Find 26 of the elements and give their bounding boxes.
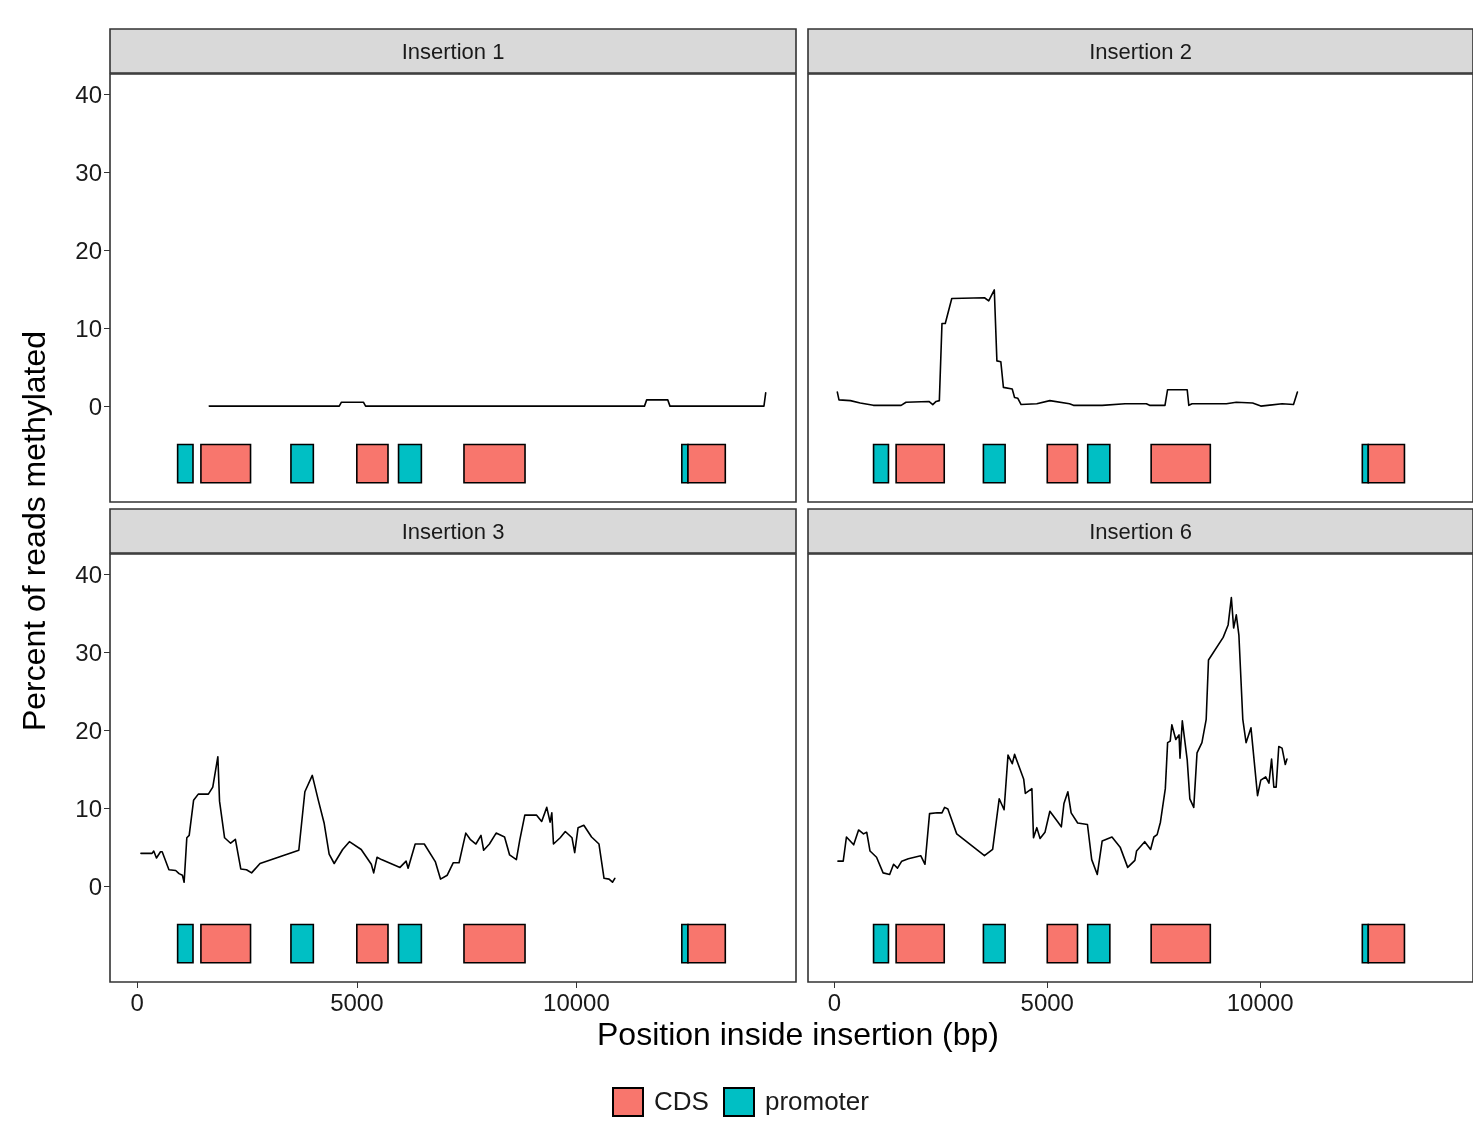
y-tick-label: 30 <box>75 638 102 666</box>
x-tick-label: 0 <box>130 988 144 1016</box>
line-series <box>140 755 616 884</box>
chart-title: Insertion 6 <box>1089 518 1192 544</box>
chart-title: Insertion 1 <box>401 38 505 64</box>
x-axis-title: Position inside insertion (bp) <box>597 1016 999 1053</box>
x-tick-label: 5000 <box>1020 988 1074 1016</box>
y-tick-label: 10 <box>75 794 102 822</box>
legend-label: CDS <box>654 1086 709 1117</box>
legend-label: promoter <box>764 1086 869 1117</box>
line-series <box>208 392 767 407</box>
y-tick-label: 0 <box>88 392 102 420</box>
chart-title: Insertion 3 <box>401 518 505 544</box>
y-tick-label: 0 <box>88 872 102 900</box>
y-tick-label: 10 <box>75 314 102 342</box>
y-tick-label: 20 <box>75 716 102 744</box>
y-tick-label: 20 <box>75 236 102 264</box>
y-tick-label: 40 <box>75 560 102 588</box>
x-tick-label: 10000 <box>543 988 610 1016</box>
x-tick-label: 0 <box>827 988 842 1016</box>
x-tick-label: 5000 <box>330 988 384 1016</box>
y-tick-label: 30 <box>75 158 102 186</box>
y-axis-title: Percent of reads methylated <box>15 330 53 732</box>
x-tick-label: 10000 <box>1226 988 1294 1016</box>
chart-title: Insertion 2 <box>1089 38 1192 64</box>
y-tick-label: 40 <box>75 80 102 108</box>
